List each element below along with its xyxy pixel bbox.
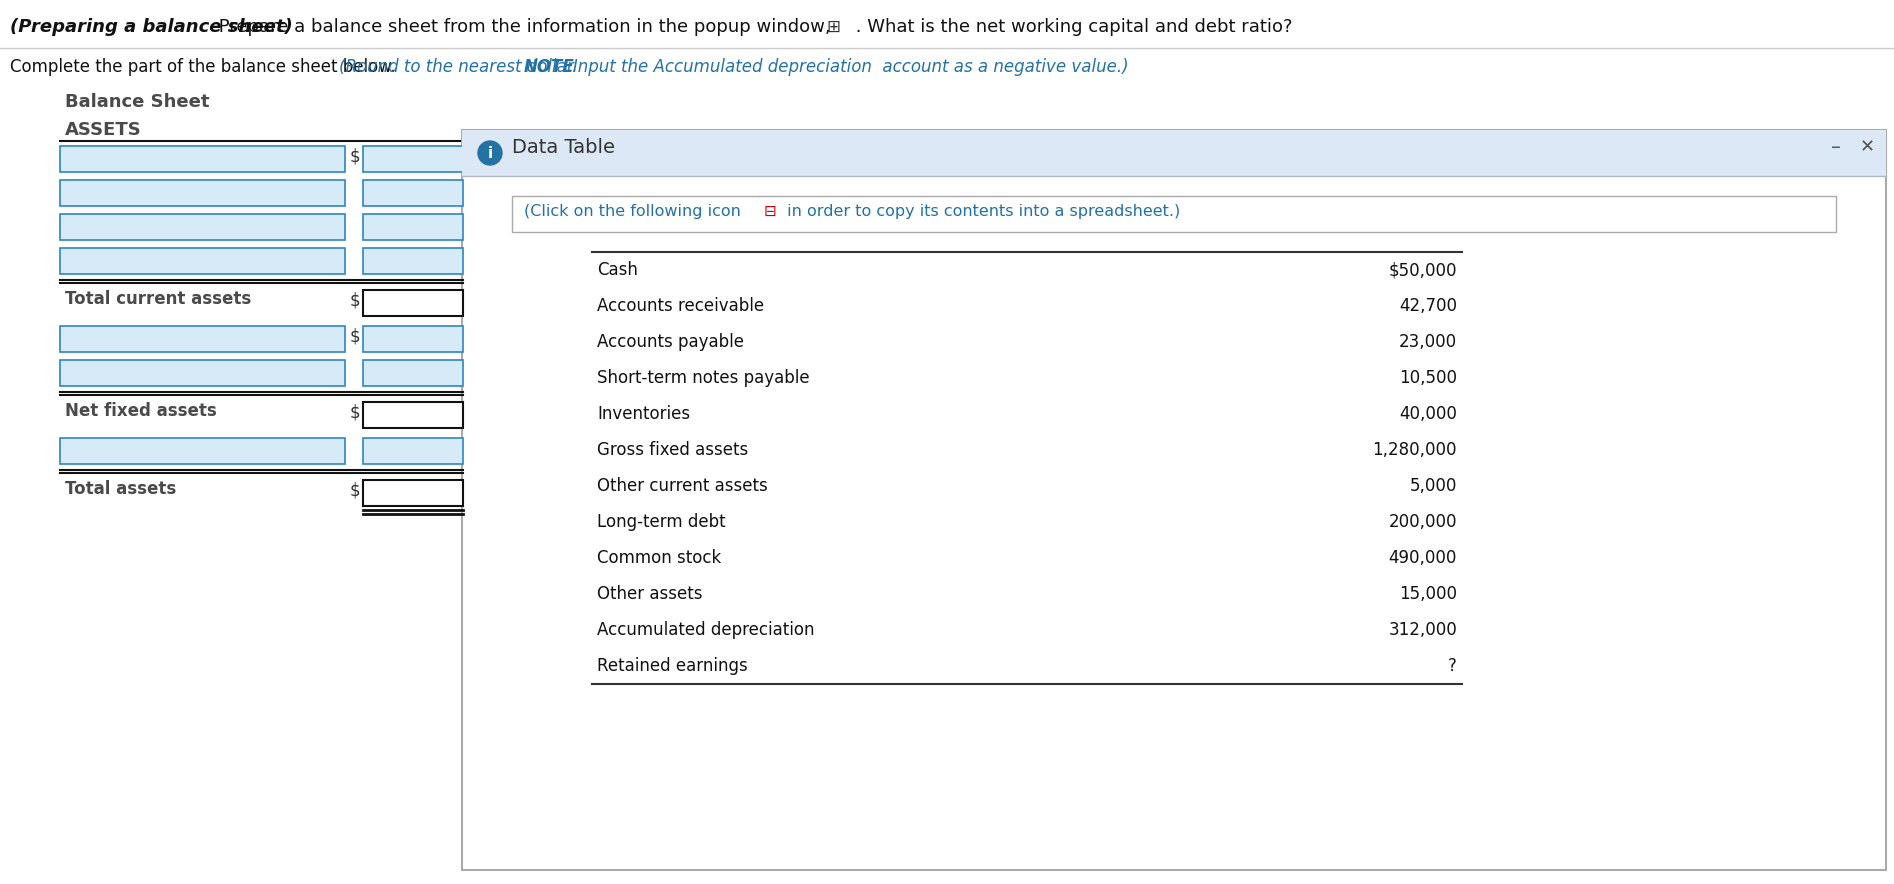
Text: 42,700: 42,700 bbox=[1400, 297, 1456, 315]
Bar bbox=[364, 214, 462, 240]
Text: ⊟: ⊟ bbox=[763, 204, 777, 219]
Bar bbox=[364, 402, 462, 428]
Text: –: – bbox=[1831, 138, 1841, 157]
Bar bbox=[364, 480, 462, 506]
Text: 1,280,000: 1,280,000 bbox=[1373, 441, 1456, 459]
Text: Accounts payable: Accounts payable bbox=[597, 333, 744, 351]
Text: (Round to the nearest dollar.: (Round to the nearest dollar. bbox=[339, 58, 583, 76]
Bar bbox=[61, 360, 345, 386]
Text: $: $ bbox=[350, 328, 360, 346]
Text: 312,000: 312,000 bbox=[1388, 621, 1456, 639]
Text: NOTE: NOTE bbox=[525, 58, 574, 76]
Bar bbox=[61, 248, 345, 274]
Text: Other assets: Other assets bbox=[597, 585, 703, 603]
Bar bbox=[364, 326, 462, 352]
Bar bbox=[462, 130, 1886, 870]
Text: Total current assets: Total current assets bbox=[64, 290, 252, 308]
Text: i: i bbox=[487, 146, 492, 161]
Text: in order to copy its contents into a spreadsheet.): in order to copy its contents into a spr… bbox=[782, 204, 1180, 219]
Text: $50,000: $50,000 bbox=[1388, 261, 1456, 279]
Bar bbox=[462, 130, 1886, 176]
Text: : Input the Accumulated depreciation  account as a negative value.): : Input the Accumulated depreciation acc… bbox=[563, 58, 1129, 76]
Text: Total assets: Total assets bbox=[64, 480, 176, 498]
Text: Balance Sheet: Balance Sheet bbox=[64, 93, 210, 111]
Text: Short-term notes payable: Short-term notes payable bbox=[597, 369, 809, 387]
Text: Complete the part of the balance sheet below.: Complete the part of the balance sheet b… bbox=[9, 58, 402, 76]
Text: Gross fixed assets: Gross fixed assets bbox=[597, 441, 748, 459]
Bar bbox=[364, 438, 462, 464]
Text: (Preparing a balance sheet): (Preparing a balance sheet) bbox=[9, 18, 294, 36]
Text: ✕: ✕ bbox=[1860, 138, 1875, 156]
Text: 200,000: 200,000 bbox=[1388, 513, 1456, 531]
Bar bbox=[364, 146, 462, 172]
Text: 40,000: 40,000 bbox=[1400, 405, 1456, 423]
Bar bbox=[61, 326, 345, 352]
Text: 5,000: 5,000 bbox=[1409, 477, 1456, 495]
Bar bbox=[364, 360, 462, 386]
Bar bbox=[61, 146, 345, 172]
Bar bbox=[364, 248, 462, 274]
Text: $: $ bbox=[350, 148, 360, 166]
Bar bbox=[364, 180, 462, 206]
Text: ASSETS: ASSETS bbox=[64, 121, 142, 139]
Circle shape bbox=[477, 141, 502, 165]
Text: (Click on the following icon: (Click on the following icon bbox=[525, 204, 741, 219]
Text: 10,500: 10,500 bbox=[1400, 369, 1456, 387]
Text: 15,000: 15,000 bbox=[1400, 585, 1456, 603]
Text: Common stock: Common stock bbox=[597, 549, 722, 567]
Text: Retained earnings: Retained earnings bbox=[597, 657, 748, 675]
Bar bbox=[61, 214, 345, 240]
Bar bbox=[61, 180, 345, 206]
Text: . What is the net working capital and debt ratio?: . What is the net working capital and de… bbox=[850, 18, 1292, 36]
Text: Cash: Cash bbox=[597, 261, 638, 279]
Text: Long-term debt: Long-term debt bbox=[597, 513, 725, 531]
Text: Other current assets: Other current assets bbox=[597, 477, 767, 495]
Text: 490,000: 490,000 bbox=[1388, 549, 1456, 567]
Bar bbox=[364, 290, 462, 316]
Text: Net fixed assets: Net fixed assets bbox=[64, 402, 216, 420]
Text: Prepare a balance sheet from the information in the popup window,: Prepare a balance sheet from the informa… bbox=[212, 18, 831, 36]
Text: Inventories: Inventories bbox=[597, 405, 689, 423]
Bar bbox=[511, 196, 1835, 232]
Text: Accounts receivable: Accounts receivable bbox=[597, 297, 763, 315]
Text: ⊞: ⊞ bbox=[826, 18, 839, 36]
Text: Accumulated depreciation: Accumulated depreciation bbox=[597, 621, 814, 639]
Text: $: $ bbox=[350, 404, 360, 422]
Text: ?: ? bbox=[1449, 657, 1456, 675]
Text: Data Table: Data Table bbox=[511, 138, 616, 157]
Bar bbox=[61, 438, 345, 464]
Text: $: $ bbox=[350, 482, 360, 500]
Text: $: $ bbox=[350, 292, 360, 310]
Text: 23,000: 23,000 bbox=[1400, 333, 1456, 351]
